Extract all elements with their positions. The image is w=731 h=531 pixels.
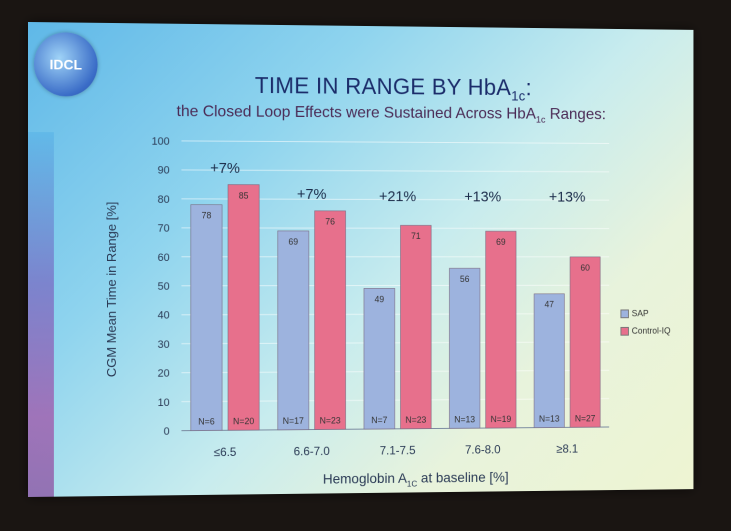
y-tick-label: 10: [158, 397, 170, 409]
bar-n-label: N=23: [405, 415, 426, 425]
y-tick-label: 90: [158, 165, 170, 177]
legend-swatch-control-iq: [620, 326, 628, 335]
bar-n-label: N=13: [454, 414, 475, 424]
bar-n-label: N=19: [491, 414, 512, 424]
bar-value-label: 47: [545, 300, 554, 310]
bar-sap: [191, 205, 222, 431]
bar-n-label: N=13: [539, 414, 560, 424]
bar-sap: [534, 294, 564, 428]
bar-value-label: 69: [288, 237, 298, 247]
bar-value-label: 60: [580, 263, 589, 273]
x-axis-title-suffix: at baseline [%]: [417, 469, 508, 486]
bar-sap: [364, 288, 395, 429]
y-tick-label: 70: [158, 223, 170, 235]
x-axis-title-subscript: 1C: [407, 478, 417, 488]
bar-n-label: N=6: [198, 417, 214, 427]
bar-value-label: 78: [202, 211, 212, 221]
legend-item-sap: SAP: [620, 308, 670, 318]
bar-n-label: N=27: [575, 413, 595, 423]
gridline: [181, 170, 609, 172]
legend-item-control-iq: Control-IQ: [620, 326, 670, 336]
bar-value-label: 76: [325, 217, 335, 227]
bar-value-label: 85: [239, 191, 249, 201]
gridline: [181, 141, 609, 144]
bar-control-iq: [315, 211, 346, 430]
projected-slide: IDCL TIME IN RANGE BY HbA1c: the Closed …: [28, 22, 693, 497]
bar-value-label: 56: [460, 274, 470, 284]
bar-n-label: N=20: [233, 416, 254, 426]
bar-n-label: N=23: [320, 416, 341, 426]
y-tick-label: 80: [158, 194, 170, 206]
difference-annotation: +7%: [210, 160, 240, 177]
bar-value-label: 49: [375, 294, 385, 304]
difference-annotation: +7%: [297, 186, 326, 203]
x-tick-label: ≥8.1: [556, 442, 578, 456]
bar-value-label: 71: [411, 231, 421, 241]
y-tick-label: 40: [158, 310, 170, 322]
x-tick-label: 6.6-7.0: [294, 444, 331, 458]
bar-control-iq: [570, 257, 600, 427]
difference-annotation: +13%: [549, 189, 586, 206]
bar-control-iq: [486, 231, 516, 428]
bar-sap: [278, 231, 309, 430]
bar-control-iq: [228, 185, 259, 431]
legend-label-control-iq: Control-IQ: [632, 326, 671, 336]
y-tick-label: 20: [158, 368, 170, 380]
y-tick-label: 30: [158, 339, 170, 351]
x-tick-label: ≤6.5: [214, 445, 237, 459]
bar-n-label: N=7: [371, 415, 387, 425]
bar-value-label: 69: [496, 237, 506, 247]
y-axis-title: CGM Mean Time in Range [%]: [104, 160, 119, 419]
y-tick-label: 0: [164, 426, 170, 438]
bar-chart: 0 10 20 30 40 50 60 70 80 90 100 78 N=6 85 N=20 ≤6.5 +7%…: [28, 22, 693, 497]
difference-annotation: +21%: [379, 188, 416, 205]
x-axis-title-text: Hemoglobin A: [323, 470, 407, 487]
bar-control-iq: [401, 225, 432, 428]
chart-legend: SAP Control-IQ: [620, 308, 670, 343]
y-tick-label: 50: [158, 281, 170, 293]
legend-label-sap: SAP: [632, 308, 649, 318]
bar-n-label: N=17: [283, 416, 304, 426]
x-tick-label: 7.6-8.0: [465, 443, 501, 457]
legend-swatch-sap: [620, 309, 628, 318]
difference-annotation: +13%: [464, 189, 501, 206]
y-tick-label: 60: [158, 252, 170, 264]
x-axis-title: Hemoglobin A1C at baseline [%]: [323, 469, 509, 490]
x-tick-label: 7.1-7.5: [380, 443, 416, 457]
bar-sap: [449, 268, 480, 428]
y-tick-label: 100: [152, 136, 170, 148]
